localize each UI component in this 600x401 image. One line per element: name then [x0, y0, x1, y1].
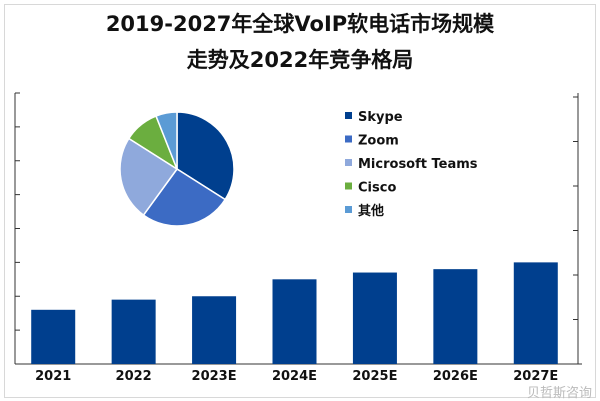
pie-slice-Microsoft Teams — [119, 137, 179, 217]
bar-2025E — [352, 272, 397, 364]
x-tick-label: 2022 — [116, 369, 152, 384]
bar-2023E — [192, 296, 237, 364]
chart-title-line1: 2019-2027年全球VoIP软电话市场规模 — [105, 12, 495, 36]
bar-2022 — [111, 299, 156, 364]
x-tick-label: 2021 — [35, 369, 71, 384]
legend-swatch — [345, 159, 352, 166]
legend-label: Skype — [358, 110, 403, 125]
legend-swatch — [345, 135, 352, 143]
chart-frame — [4, 4, 596, 398]
chart-title-line2: 走势及2022年竞争格局 — [186, 48, 414, 72]
x-tick-label: 2025E — [352, 369, 397, 384]
legend-swatch — [345, 182, 352, 190]
legend-label: Zoom — [358, 134, 399, 149]
bar-2027E — [513, 262, 558, 364]
bar-2026E — [433, 269, 478, 364]
x-tick-label: 2026E — [433, 369, 478, 384]
pie-slice-其他 — [155, 111, 178, 170]
legend-swatch — [345, 112, 352, 119]
legend-label: Microsoft Teams — [358, 157, 478, 172]
x-tick-label: 2023E — [192, 369, 237, 384]
legend-swatch — [345, 206, 352, 213]
x-tick-label: 2024E — [272, 369, 317, 384]
pie-slice-Zoom — [142, 167, 227, 227]
legend-label: 其他 — [358, 203, 384, 219]
legend-label: Cisco — [358, 181, 396, 196]
bar-2024E — [272, 279, 317, 364]
x-tick-label: 2027E — [513, 369, 558, 384]
bar-2021 — [31, 309, 76, 364]
watermark: 贝哲斯咨询 — [526, 386, 592, 401]
